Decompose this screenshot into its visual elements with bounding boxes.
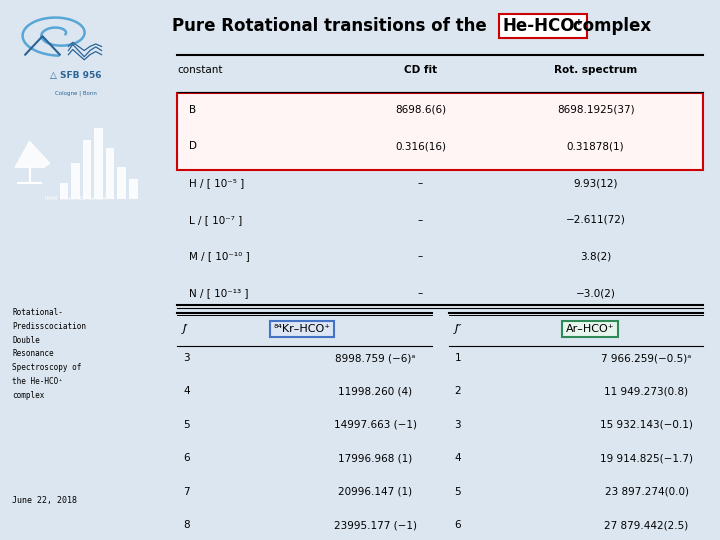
Text: J″: J″	[454, 324, 462, 334]
Text: D: D	[189, 141, 197, 151]
Text: M / [ 10⁻¹⁰ ]: M / [ 10⁻¹⁰ ]	[189, 252, 249, 261]
Text: –: –	[418, 178, 423, 188]
Text: 7 966.259(−0.5)ᵃ: 7 966.259(−0.5)ᵃ	[601, 353, 692, 363]
Text: 2: 2	[454, 387, 461, 396]
Polygon shape	[15, 141, 50, 167]
Text: Rot. spectrum: Rot. spectrum	[554, 65, 637, 75]
Text: 11 949.273(0.8): 11 949.273(0.8)	[605, 387, 688, 396]
Text: 23 897.274(0.0): 23 897.274(0.0)	[605, 487, 688, 497]
Text: 0.316(16): 0.316(16)	[395, 141, 446, 151]
Text: 7: 7	[183, 487, 189, 497]
Text: Pure Rotational transitions of the: Pure Rotational transitions of the	[172, 17, 492, 35]
Text: June 22, 2018: June 22, 2018	[12, 496, 77, 505]
Text: 8698.1925(37): 8698.1925(37)	[557, 105, 634, 114]
Text: 8998.759 (−6)ᵃ: 8998.759 (−6)ᵃ	[335, 353, 415, 363]
Text: complex: complex	[567, 17, 652, 35]
Text: CD fit: CD fit	[404, 65, 437, 75]
Text: J′: J′	[183, 324, 189, 334]
Text: 19 914.825(−1.7): 19 914.825(−1.7)	[600, 454, 693, 463]
Bar	[71, 163, 80, 199]
Text: 0.31878(1): 0.31878(1)	[567, 141, 624, 151]
Text: 1: 1	[454, 353, 461, 363]
Text: Cologne | Bonn: Cologne | Bonn	[55, 91, 96, 96]
Text: 4: 4	[454, 454, 461, 463]
Text: N / [ 10⁻¹³ ]: N / [ 10⁻¹³ ]	[189, 288, 248, 298]
Bar	[83, 140, 91, 199]
Text: 17996.968 (1): 17996.968 (1)	[338, 454, 413, 463]
Text: He-HCO⁺: He-HCO⁺	[503, 17, 584, 35]
Text: Rotational-
Predisscociation
Double
Resonance
Spectroscopy of
the He-HCO⁺
comple: Rotational- Predisscociation Double Reso…	[12, 308, 86, 400]
Text: 5: 5	[183, 420, 189, 430]
Text: 15 932.143(−0.1): 15 932.143(−0.1)	[600, 420, 693, 430]
Bar	[94, 128, 103, 199]
FancyBboxPatch shape	[177, 93, 703, 170]
Text: 8698.6(6): 8698.6(6)	[395, 105, 446, 114]
Text: 8: 8	[183, 521, 189, 530]
Bar	[117, 167, 126, 199]
Text: 3.8(2): 3.8(2)	[580, 252, 611, 261]
Text: △ SFB 956: △ SFB 956	[50, 71, 102, 80]
Text: −3.0(2): −3.0(2)	[576, 288, 616, 298]
Text: 23995.177 (−1): 23995.177 (−1)	[334, 521, 417, 530]
Text: B: B	[189, 105, 196, 114]
Text: L / [ 10⁻⁷ ]: L / [ 10⁻⁷ ]	[189, 215, 242, 225]
Text: 14997.663 (−1): 14997.663 (−1)	[334, 420, 417, 430]
Text: 9.93(12): 9.93(12)	[573, 178, 618, 188]
Text: 20996.147 (1): 20996.147 (1)	[338, 487, 413, 497]
Text: 6: 6	[454, 521, 461, 530]
Text: –: –	[418, 215, 423, 225]
Text: −2.611(72): −2.611(72)	[566, 215, 626, 225]
Text: constant: constant	[177, 65, 223, 75]
Text: 3: 3	[454, 420, 461, 430]
Text: Ar–HCO⁺: Ar–HCO⁺	[566, 324, 614, 334]
Text: 11998.260 (4): 11998.260 (4)	[338, 387, 413, 396]
Text: –: –	[418, 288, 423, 298]
Text: –: –	[418, 252, 423, 261]
Text: 27 879.442(2.5): 27 879.442(2.5)	[604, 521, 688, 530]
Text: 6: 6	[183, 454, 189, 463]
Text: H / [ 10⁻⁵ ]: H / [ 10⁻⁵ ]	[189, 178, 244, 188]
Bar	[60, 183, 68, 199]
Bar	[129, 179, 138, 199]
Text: 5: 5	[454, 487, 461, 497]
Bar	[106, 147, 114, 199]
Text: ⁸⁴Kr–HCO⁺: ⁸⁴Kr–HCO⁺	[273, 324, 330, 334]
Text: 3: 3	[183, 353, 189, 363]
Text: IRAM  Universität zu Köln: IRAM Universität zu Köln	[45, 196, 107, 201]
Text: 4: 4	[183, 387, 189, 396]
